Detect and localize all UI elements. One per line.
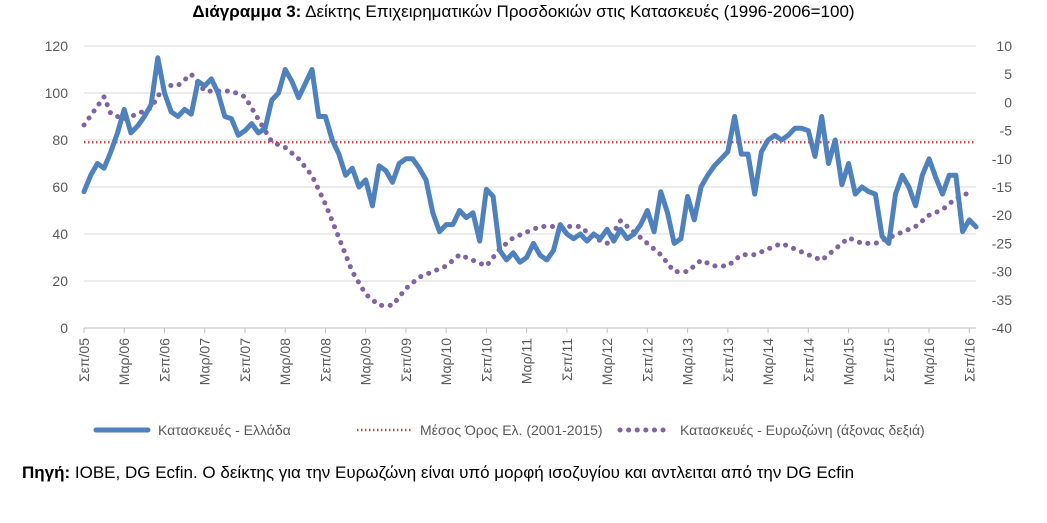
x-tick-label: Μαρ/07 [197, 338, 213, 385]
chart-title-text: Δείκτης Επιχειρηματικών Προσδοκιών στις … [301, 2, 855, 21]
y-right-tick-label: -10 [992, 151, 1012, 167]
x-tick-label: Μαρ/10 [438, 338, 454, 385]
y-right-tick-label: -20 [992, 207, 1012, 223]
x-tick-label: Μαρ/12 [599, 338, 615, 385]
x-tick-label: Μαρ/15 [841, 338, 857, 385]
y-right-tick-label: 10 [996, 38, 1012, 54]
x-tick-label: Μαρ/09 [358, 338, 374, 385]
y-right-tick-label: -25 [992, 235, 1012, 251]
y-right-tick-label: -30 [992, 264, 1012, 280]
x-tick-label: Σεπ/05 [76, 338, 92, 382]
source-label: Πηγή: [22, 463, 71, 482]
x-tick-label: Μαρ/08 [277, 338, 293, 385]
y-right-tick-label: -5 [1000, 123, 1013, 139]
x-tick-label: Σεπ/08 [317, 338, 333, 382]
legend-label-2: Κατασκευές - Ευρωζώνη (άξονας δεξιά) [680, 422, 925, 438]
x-tick-label: Σεπ/12 [639, 338, 655, 382]
x-tick-label: Σεπ/07 [237, 338, 253, 382]
chart-title: Διάγραμμα 3: Δείκτης Επιχειρηματικών Προ… [0, 2, 1047, 22]
y-right-tick-label: -15 [992, 179, 1012, 195]
x-tick-label: Μαρ/13 [680, 338, 696, 385]
x-tick-label: Μαρ/11 [519, 338, 535, 384]
chart-title-bold: Διάγραμμα 3: [192, 2, 302, 21]
series-layer [81, 55, 979, 308]
y-left-tick-label: 0 [60, 320, 68, 336]
y-left-tick-label: 60 [52, 179, 68, 195]
x-tick-label: Σεπ/14 [800, 338, 816, 382]
x-tick-label: Σεπ/09 [398, 338, 414, 382]
y-right-tick-label: -40 [992, 320, 1012, 336]
series-line-0 [81, 55, 979, 265]
source-text: IOBE, DG Ecfin. Ο δείκτης για την Ευρωζώ… [70, 463, 855, 482]
x-tick-label: Μαρ/06 [116, 338, 132, 385]
source-note: Πηγή: IOBE, DG Ecfin. Ο δείκτης για την … [22, 460, 1027, 485]
legend: Κατασκευές - Ελλάδα Μέσος Όρος Ελ. (2001-… [93, 422, 925, 438]
x-tick-label: Σεπ/15 [881, 338, 897, 382]
x-tick-label: Σεπ/13 [720, 338, 736, 382]
y-left-tick-label: 80 [52, 132, 68, 148]
legend-label-1: Μέσος Όρος Ελ. (2001-2015) [420, 422, 603, 438]
y-left-tick-label: 100 [45, 85, 69, 101]
x-tick-label: Σεπ/11 [559, 338, 575, 381]
x-tick-label: Μαρ/16 [921, 338, 937, 385]
x-tick-label: Μαρ/14 [760, 338, 776, 385]
y-left-tick-label: 20 [52, 273, 68, 289]
y-left-tick-label: 120 [45, 38, 69, 54]
tick-labels: 0 20 40 60 80 100 120 -40 -35 -30 -25 -20 -15 -10 -5 0 5… [45, 38, 1013, 385]
x-tick-label: Σεπ/16 [961, 338, 977, 382]
chart: 0 20 40 60 80 100 120 -40 -35 -30 -25 -20 -15 -10 -5 0 5… [45, 38, 1013, 438]
y-right-tick-label: 0 [1004, 94, 1012, 110]
y-left-tick-label: 40 [52, 226, 68, 242]
legend-label-0: Κατασκευές - Ελλάδα [158, 422, 291, 438]
axes [83, 327, 976, 333]
x-tick-label: Σεπ/06 [156, 338, 172, 382]
gridlines [84, 45, 976, 282]
y-right-tick-label: 5 [1004, 66, 1012, 82]
x-tick-label: Σεπ/10 [478, 338, 494, 382]
series-line-2 [81, 70, 972, 308]
y-right-tick-label: -35 [992, 292, 1012, 308]
